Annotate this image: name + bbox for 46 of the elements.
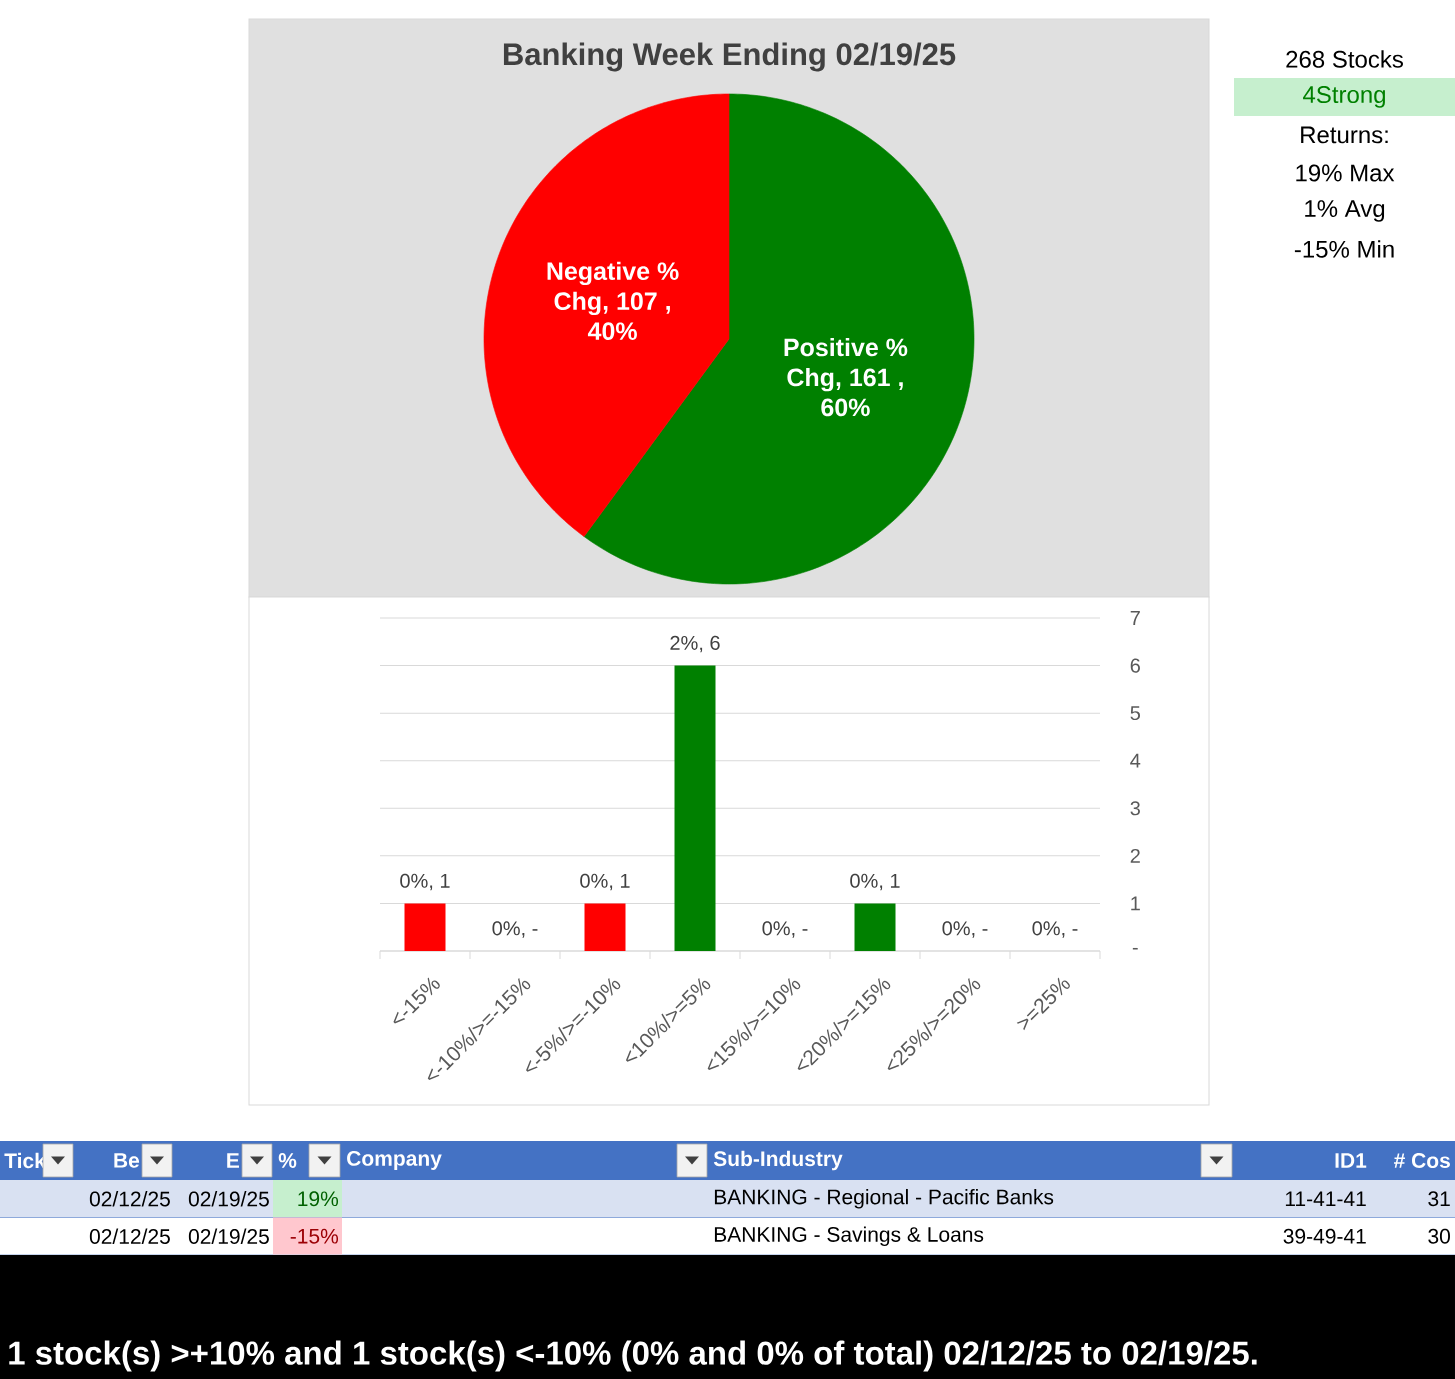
category-label: ID1 (1335, 1153, 1367, 1168)
text: Returns: (1301, 126, 1388, 144)
data-label: 0%, - (942, 921, 988, 938)
text: 1 stock(s) >+10% and 1 stock(s) <-10% (0% and 0% of total) 02/12/25 to 02/19/25. (9, 1340, 1257, 1372)
text: 19% Max (1296, 164, 1395, 182)
data-label: 0%, 1 (850, 873, 900, 891)
text: 4Strong (1303, 86, 1385, 108)
category-label: E (227, 1153, 239, 1168)
text: BANKING - Savings & Loans (714, 1226, 984, 1247)
y-tick-label: 7 (1130, 611, 1140, 625)
data-label: 0%, - (1032, 921, 1078, 938)
category-label: % (278, 1153, 297, 1168)
data-label: 2%, 6 (670, 635, 720, 653)
data-label: Negative % Chg, 107 , 40% (547, 261, 679, 341)
y-tick-label: 6 (1130, 658, 1140, 673)
text: BANKING - Regional - Pacific Banks (714, 1188, 1054, 1209)
text: -15% Min (1294, 240, 1394, 258)
chart-title: Banking Week Ending 02/19/25 (503, 42, 956, 72)
text: 11-41-41 (1285, 1191, 1366, 1206)
category-label: Company (347, 1150, 442, 1171)
text: 1% Avg (1305, 200, 1385, 222)
text: 02/12/25 (89, 1228, 170, 1244)
y-tick-label: 5 (1130, 706, 1141, 721)
y-tick-label: - (1132, 947, 1138, 950)
text: 19% (298, 1191, 339, 1207)
text: 02/19/25 (188, 1228, 269, 1244)
text: -15% (290, 1228, 339, 1244)
text: 39-49-41 (1283, 1228, 1366, 1244)
y-tick-label: 3 (1130, 801, 1140, 816)
y-tick-label: 4 (1130, 753, 1141, 768)
text: 31 (1428, 1191, 1450, 1207)
category-label: Be (114, 1153, 140, 1168)
data-label: 0%, - (492, 921, 538, 938)
text: 268 Stocks (1286, 50, 1403, 68)
category-label: Sub-Industry (713, 1150, 843, 1171)
category-label: Tick (4, 1152, 46, 1169)
y-tick-label: 2 (1130, 848, 1140, 863)
data-label: Positive % Chg, 161 , 60% (784, 337, 908, 417)
text: 02/12/25 (89, 1191, 170, 1207)
category-label: # Cos (1393, 1153, 1450, 1168)
data-label: 0%, - (762, 921, 808, 938)
data-label: 0%, 1 (580, 873, 630, 891)
text: 30 (1428, 1228, 1450, 1244)
text: 02/19/25 (188, 1191, 269, 1207)
y-tick-label: 1 (1131, 896, 1140, 911)
data-label: 0%, 1 (400, 873, 450, 891)
